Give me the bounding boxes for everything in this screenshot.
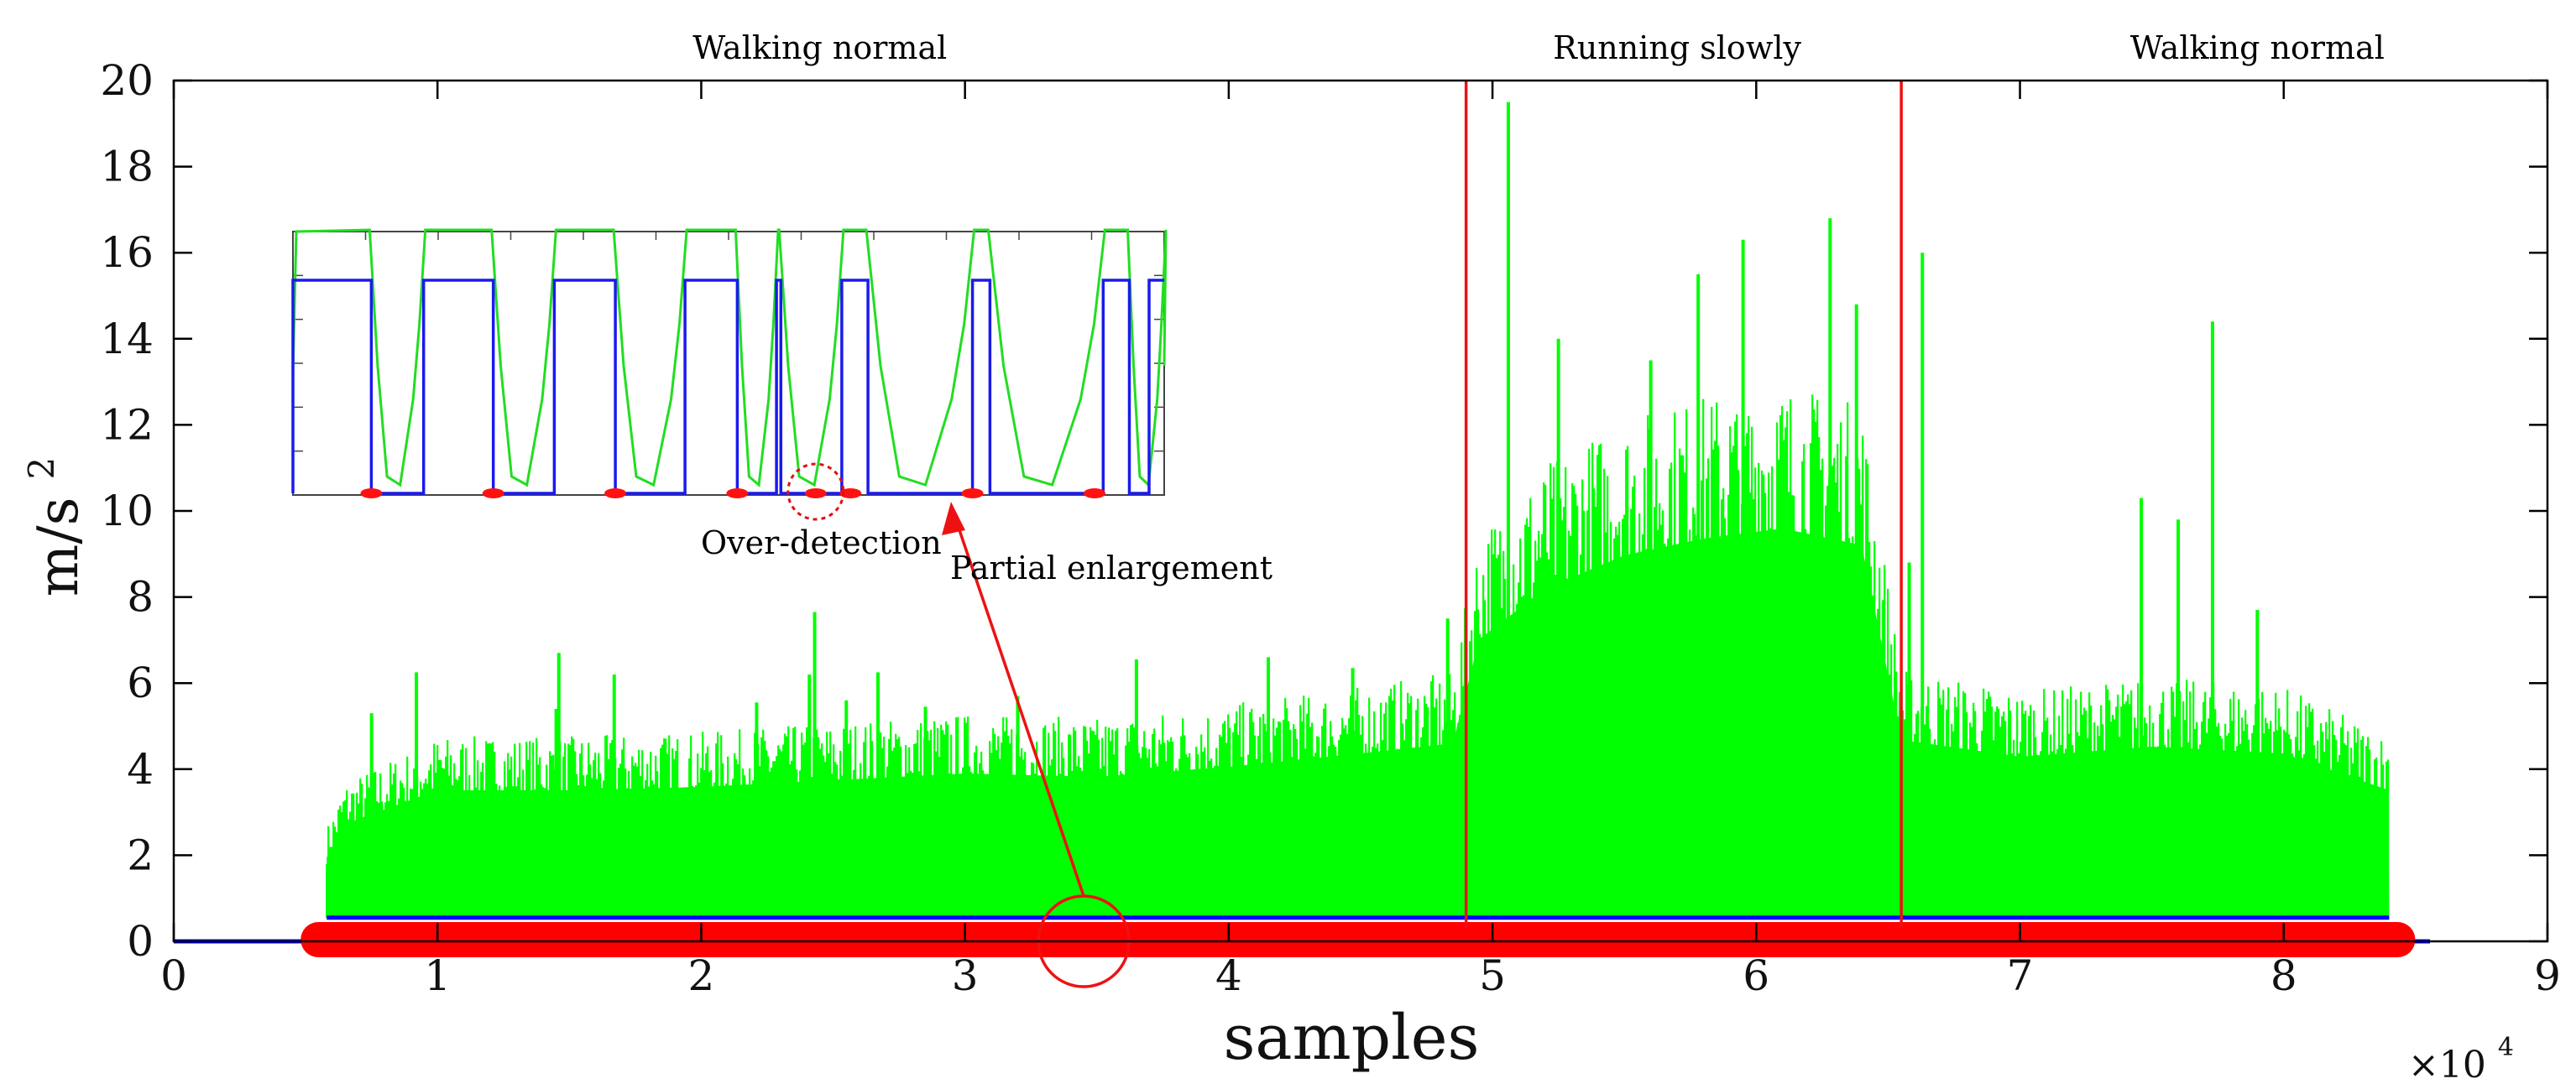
x-multiplier-exponent: 4 [2498,1033,2514,1062]
x-tick-label: 7 [2007,951,2034,1000]
inset-step-marker [839,488,862,498]
inset-step-marker [726,488,749,498]
x-tick-label: 4 [1215,951,1242,1000]
y-tick-label: 2 [127,831,154,879]
y-tick-label: 0 [127,917,154,966]
x-multiplier: ×10 4 [2408,1033,2514,1086]
inset-step-marker [604,488,627,498]
y-tick-label: 18 [100,143,154,191]
y-axis-label: m/s 2 [21,457,91,597]
y-tick-label: 20 [100,56,154,105]
x-tick-label: 8 [2270,951,2297,1000]
x-tick-label: 3 [952,951,979,1000]
inset-annotation-over-detection: Over-detection [701,524,942,561]
segment-label-running: Running slowly [1553,29,1801,66]
enlargement-arrow-head [942,502,965,535]
inset-acceleration-curve [291,228,1168,488]
inset-step-square-wave [291,279,1164,495]
inset-step-marker [1083,488,1105,498]
y-tick-label: 10 [100,487,154,535]
enlargement-arrow-line [954,519,1085,897]
y-tick-label: 4 [127,745,154,794]
inset-enlargement [291,228,1168,988]
x-multiplier-base: ×10 [2408,1044,2486,1086]
segment-label-walking-1: Walking normal [692,29,947,66]
x-tick-label: 2 [688,951,715,1000]
x-axis-label: samples [1223,1002,1479,1074]
inset-step-marker [360,488,383,498]
x-tick-label: 1 [424,951,451,1000]
x-tick-label: 5 [1479,951,1506,1000]
over-detection-circle [786,462,845,521]
inset-step-marker [961,488,984,498]
x-tick-label: 6 [1743,951,1769,1000]
plot-area [174,81,2430,957]
y-tick-label: 14 [100,315,154,363]
inset-title-partial-enlargement: Partial enlargement [950,550,1272,586]
y-tick-label: 16 [100,228,154,277]
x-tick-label: 0 [160,951,187,1000]
inset-step-marker [482,488,504,498]
y-tick-label: 12 [100,400,154,449]
segment-label-walking-2: Walking normal [2130,29,2385,66]
y-axis-label-base: m/s [26,498,91,597]
y-tick-label: 6 [127,659,154,707]
y-axis-label-exponent: 2 [21,457,62,480]
x-tick-label: 9 [2534,951,2561,1000]
inset-step-marker [804,488,827,498]
y-tick-label: 8 [127,573,154,622]
